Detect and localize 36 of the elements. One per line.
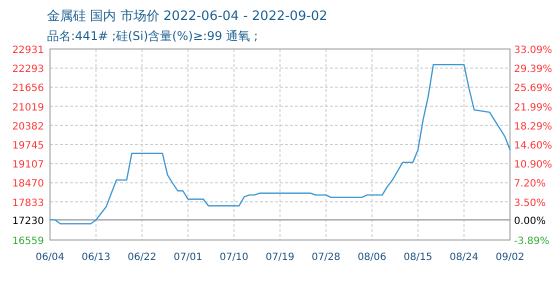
y-tick-label: 21019: [12, 102, 44, 114]
y2-tick-label: 7.20%: [514, 178, 546, 190]
y-tick-label: 22931: [12, 45, 44, 56]
y-tick-label: 22293: [12, 64, 44, 76]
x-tick-label: 07/10: [220, 252, 248, 263]
y-tick-label: 19107: [12, 160, 44, 171]
x-tick-label: 07/28: [312, 252, 340, 263]
x-tick-label: 06/04: [36, 252, 64, 263]
y2-tick-label: -3.89%: [514, 236, 550, 247]
y2-tick-label: 14.60%: [514, 140, 552, 152]
y2-tick-label: 18.29%: [514, 121, 552, 132]
y-tick-label: 17833: [12, 198, 44, 209]
y2-tick-label: 25.69%: [514, 83, 552, 94]
y-tick-label: 17230: [12, 216, 44, 227]
x-tick-label: 07/01: [174, 252, 202, 263]
chart-title: 金属硅 国内 市场价 2022-06-04 - 2022-09-02: [47, 9, 328, 24]
y-tick-label: 21656: [12, 83, 44, 94]
x-tick-label: 07/19: [266, 252, 294, 263]
x-tick-label: 06/13: [82, 252, 110, 263]
y-tick-label: 20382: [12, 121, 44, 132]
x-tick-label: 09/02: [496, 252, 524, 263]
y-tick-label: 19745: [12, 140, 44, 152]
y2-tick-label: 21.99%: [514, 102, 552, 114]
chart-subtitle: 品名:441# ;硅(Si)含量(%)≥:99 通氧 ;: [47, 29, 258, 43]
x-tick-label: 06/22: [128, 252, 156, 263]
y2-tick-label: 29.39%: [514, 64, 552, 76]
x-tick-label: 08/06: [358, 252, 386, 263]
x-tick-label: 08/15: [404, 252, 432, 263]
y2-tick-label: 3.50%: [514, 198, 546, 209]
line-series: [49, 64, 511, 224]
y-tick-label: 16559: [12, 236, 44, 247]
y2-tick-label: 10.90%: [514, 160, 552, 171]
x-tick-label: 08/24: [450, 252, 478, 263]
y-tick-label: 18470: [12, 178, 44, 190]
y2-tick-label: 0.00%: [514, 216, 546, 227]
y2-tick-label: 33.09%: [514, 45, 552, 56]
